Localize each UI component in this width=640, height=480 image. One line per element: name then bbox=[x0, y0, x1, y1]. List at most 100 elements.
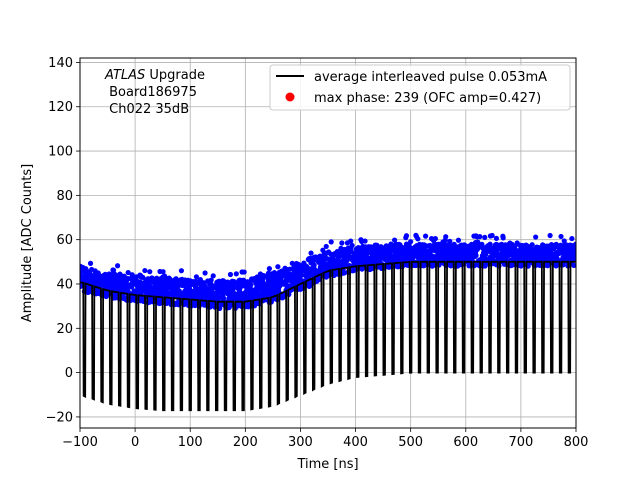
x-tick-label: 600 bbox=[453, 435, 478, 450]
sample-point bbox=[391, 237, 398, 243]
average-pulse-series bbox=[80, 260, 576, 412]
x-tick-label: 100 bbox=[178, 435, 203, 450]
sample-point bbox=[573, 249, 576, 255]
legend-entry-max-phase: max phase: 239 (OFC amp=0.427) bbox=[314, 91, 541, 106]
x-tick-label: 0 bbox=[131, 435, 139, 450]
sample-point bbox=[473, 252, 479, 259]
x-axis-label: Time [ns] bbox=[296, 457, 358, 472]
plot-frame bbox=[79, 57, 577, 429]
sample-point bbox=[571, 262, 576, 268]
sample-point bbox=[493, 235, 500, 241]
sample-point bbox=[348, 238, 354, 244]
y-tick-label: 40 bbox=[56, 277, 73, 292]
sample-point bbox=[529, 242, 535, 248]
sample-point bbox=[154, 275, 160, 281]
sample-point bbox=[227, 271, 234, 278]
sample-point bbox=[308, 250, 314, 256]
legend-box bbox=[269, 64, 571, 111]
sample-point bbox=[311, 262, 317, 268]
sample-point bbox=[248, 282, 254, 288]
sample-point bbox=[323, 243, 329, 250]
x-tick-label: 300 bbox=[288, 435, 313, 450]
y-tick-label: 80 bbox=[56, 189, 73, 204]
sample-point bbox=[447, 238, 453, 244]
sample-point bbox=[482, 234, 488, 241]
x-tick-label: −100 bbox=[62, 435, 98, 450]
x-tick-label: 400 bbox=[343, 435, 368, 450]
y-tick-label: 20 bbox=[56, 322, 73, 337]
sample-point bbox=[87, 260, 94, 266]
sample-point bbox=[339, 240, 345, 246]
y-tick-label: 120 bbox=[48, 100, 73, 115]
sample-scatter-series bbox=[80, 232, 576, 311]
sample-point bbox=[408, 239, 414, 245]
sample-point bbox=[479, 241, 485, 247]
x-tick-label: 800 bbox=[564, 435, 589, 450]
sample-point bbox=[547, 232, 553, 239]
y-axis-label: Amplitude [ADC Counts] bbox=[20, 164, 35, 322]
legend-dot-swatch bbox=[285, 92, 295, 102]
sample-point bbox=[241, 269, 247, 275]
sample-point bbox=[362, 238, 368, 244]
sample-point bbox=[573, 256, 576, 262]
sample-point bbox=[216, 295, 222, 301]
sample-point bbox=[569, 235, 575, 242]
sample-point bbox=[129, 272, 135, 278]
sample-point bbox=[489, 232, 495, 239]
sample-point bbox=[561, 238, 567, 244]
sample-point bbox=[558, 233, 564, 240]
annotation-line-2: Board186975 bbox=[105, 85, 197, 100]
y-tick-label: 100 bbox=[48, 145, 73, 160]
sample-point bbox=[443, 234, 449, 240]
legend-entry-average-pulse: average interleaved pulse 0.053mA bbox=[314, 70, 547, 85]
sample-point bbox=[202, 270, 208, 276]
y-tick-label: 140 bbox=[48, 56, 73, 71]
sample-point bbox=[553, 241, 559, 247]
legend: average interleaved pulse 0.053mA max ph… bbox=[269, 64, 571, 111]
y-axis-ticks: −20 0 20 40 60 80 100 120 140 bbox=[46, 56, 80, 425]
sample-point bbox=[178, 268, 185, 274]
sample-point bbox=[201, 280, 207, 286]
sample-point bbox=[415, 236, 421, 242]
sample-point bbox=[573, 242, 576, 248]
sample-point bbox=[298, 272, 304, 278]
sample-point bbox=[210, 273, 216, 279]
sample-point bbox=[233, 271, 239, 277]
sample-point bbox=[477, 234, 483, 240]
sample-point bbox=[142, 267, 148, 274]
sample-point bbox=[455, 237, 462, 243]
sample-point bbox=[500, 235, 506, 241]
sample-point bbox=[230, 286, 236, 292]
x-axis-ticks: −100 0 100 200 300 400 500 600 700 800 bbox=[62, 428, 588, 450]
x-tick-label: 200 bbox=[233, 435, 258, 450]
annotation-block: ATLAS Upgrade Board186975 Ch022 35dB bbox=[104, 68, 205, 117]
sample-point bbox=[487, 241, 493, 247]
sample-point bbox=[275, 264, 281, 270]
upgrade-label: Upgrade bbox=[145, 68, 205, 83]
sample-point bbox=[349, 242, 355, 249]
x-tick-label: 500 bbox=[398, 435, 423, 450]
sample-point bbox=[208, 277, 214, 283]
sample-point bbox=[160, 269, 166, 275]
sample-point bbox=[328, 239, 334, 245]
sample-point bbox=[193, 274, 200, 280]
y-tick-label: 0 bbox=[65, 366, 73, 381]
sample-point bbox=[114, 263, 121, 269]
atlas-italic-label: ATLAS bbox=[104, 68, 145, 83]
sample-point bbox=[483, 251, 489, 258]
y-tick-label: 60 bbox=[56, 233, 73, 248]
y-tick-label: −20 bbox=[46, 410, 73, 425]
annotation-line-3: Ch022 35dB bbox=[105, 102, 189, 117]
average-pulse-line bbox=[80, 260, 576, 412]
x-tick-label: 700 bbox=[508, 435, 533, 450]
sample-point bbox=[432, 236, 438, 242]
sample-point bbox=[341, 270, 347, 276]
sample-point bbox=[533, 234, 539, 240]
sample-point bbox=[147, 269, 153, 275]
sample-point bbox=[403, 233, 410, 239]
annotation-line-1: ATLAS Upgrade bbox=[104, 68, 205, 83]
sample-point bbox=[266, 266, 272, 272]
sample-point bbox=[422, 233, 429, 239]
sample-point bbox=[125, 269, 131, 276]
